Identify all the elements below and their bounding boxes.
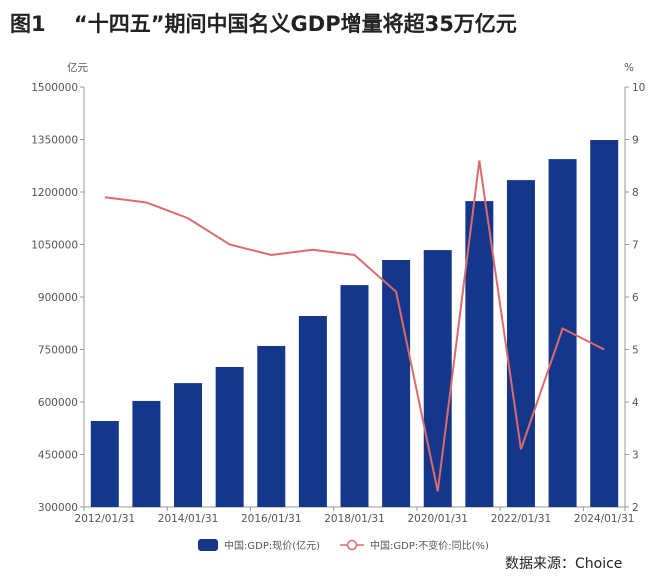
right-tick-label: 4 — [632, 397, 639, 409]
bar-2016/01/31 — [257, 346, 286, 507]
left-tick-label: 1350000 — [31, 135, 78, 147]
right-tick-label: 9 — [632, 135, 639, 147]
bar-2013/01/31 — [132, 400, 161, 507]
legend-item-line[interactable]: 中国:GDP:不变价:同比(%) — [340, 537, 489, 552]
right-tick-label: 10 — [632, 82, 645, 94]
right-axis-unit: % — [624, 62, 634, 74]
right-tick-label: 3 — [632, 450, 639, 462]
right-tick-label: 2 — [632, 502, 639, 514]
left-tick-label: 750000 — [38, 345, 78, 357]
left-tick-label: 450000 — [38, 450, 78, 462]
x-tick-label: 2018/01/31 — [324, 513, 385, 525]
x-tick-label: 2020/01/31 — [407, 513, 468, 525]
left-tick-label: 900000 — [38, 292, 78, 304]
data-source: 数据来源：Choice — [505, 556, 623, 572]
bar-2024/01/31 — [590, 140, 619, 507]
bar-swatch-icon — [198, 538, 218, 551]
chart-title: 图1 “十四五”期间中国名义GDP增量将超35万亿元 — [10, 12, 517, 36]
x-tick-label: 2024/01/31 — [574, 513, 635, 525]
legend-item-bar[interactable]: 中国:GDP:现价(亿元) — [198, 537, 320, 552]
right-tick-label: 5 — [632, 345, 639, 357]
line-marker-icon — [340, 539, 364, 550]
bar-2020/01/31 — [423, 250, 452, 507]
left-tick-label: 1050000 — [31, 240, 78, 252]
right-tick-label: 7 — [632, 240, 639, 252]
bar-2018/01/31 — [340, 285, 369, 507]
bar-2014/01/31 — [174, 383, 203, 507]
bar-2022/01/31 — [506, 180, 535, 507]
bar-2019/01/31 — [382, 260, 411, 507]
bar-2015/01/31 — [215, 367, 244, 507]
x-tick-label: 2012/01/31 — [75, 513, 136, 525]
legend-label-bar: 中国:GDP:现价(亿元) — [224, 541, 321, 552]
right-tick-label: 8 — [632, 187, 639, 199]
right-tick-label: 6 — [632, 292, 639, 304]
left-axis-unit: 亿元 — [67, 61, 88, 74]
x-tick-label: 2022/01/31 — [491, 513, 552, 525]
left-tick-label: 1200000 — [31, 187, 78, 199]
bar-2021/01/31 — [465, 201, 494, 507]
bar-2012/01/31 — [90, 421, 119, 507]
legend-label-line: 中国:GDP:不变价:同比(%) — [370, 541, 489, 552]
x-tick-label: 2016/01/31 — [241, 513, 302, 525]
left-tick-label: 300000 — [38, 502, 78, 514]
x-tick-label: 2014/01/31 — [158, 513, 219, 525]
left-tick-label: 1500000 — [31, 82, 78, 94]
bar-2017/01/31 — [298, 316, 327, 507]
left-tick-label: 600000 — [38, 397, 78, 409]
